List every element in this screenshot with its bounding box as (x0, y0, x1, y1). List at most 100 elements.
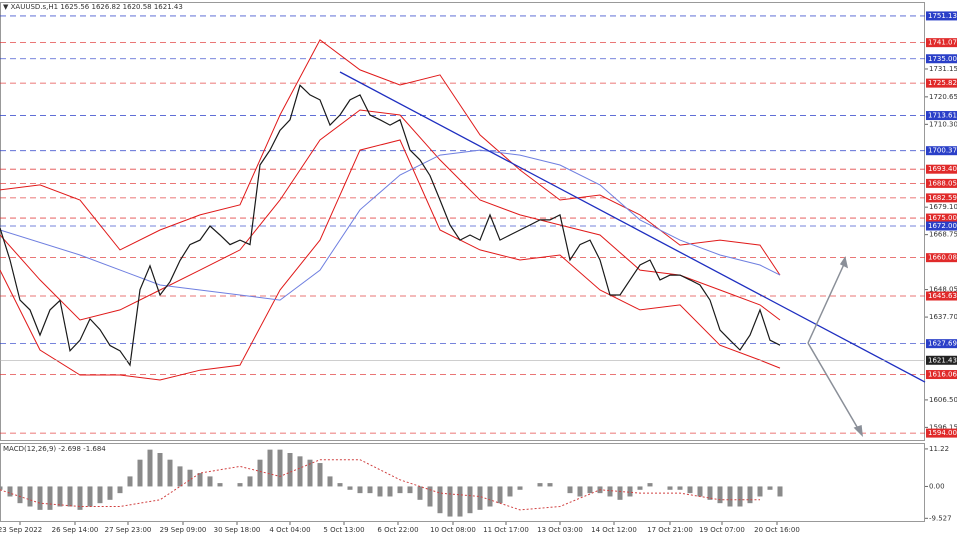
histogram-bar (767, 486, 773, 490)
level-label: 1616.06 (928, 371, 957, 379)
line-series (339, 71, 926, 383)
arrow-head (853, 424, 863, 438)
histogram-bar (377, 486, 383, 497)
histogram-bar (327, 476, 333, 487)
histogram-bar (697, 486, 703, 497)
histogram-bar (247, 476, 253, 487)
level-label: 1645.63 (928, 292, 957, 300)
histogram-bar (277, 449, 283, 487)
level-label: 1735.00 (928, 55, 957, 63)
histogram-bar (47, 486, 53, 510)
y-tick-label: 1679.10 (929, 203, 957, 211)
histogram-bar (127, 476, 133, 487)
histogram-bar (467, 486, 473, 514)
line-series (0, 39, 781, 276)
histogram-bar (7, 486, 13, 497)
level-label-box (926, 193, 957, 203)
level-label: 1751.13 (928, 12, 957, 20)
histogram-bar (107, 486, 113, 500)
histogram-bar (297, 456, 303, 487)
histogram-bar (137, 459, 143, 487)
y-tick-label: -9.527 (929, 514, 952, 522)
level-label: 1675.00 (928, 214, 957, 222)
level-label: 1713.61 (928, 112, 957, 120)
y-tick-label: 11.22 (929, 445, 949, 453)
y-tick-label: 1731.15 (929, 65, 957, 73)
histogram-bar (147, 449, 153, 487)
line-series (0, 84, 781, 367)
histogram-bar (337, 483, 343, 487)
histogram-bar (257, 459, 263, 487)
level-label-box (926, 370, 957, 380)
histogram-bar (537, 483, 543, 487)
histogram-bar (607, 486, 613, 497)
histogram-bar (547, 483, 553, 487)
level-label-box (926, 38, 957, 48)
histogram-bar (117, 486, 123, 494)
histogram-bar (197, 473, 203, 487)
histogram-bar (487, 486, 493, 507)
x-tick-label: 19 Oct 07:00 (699, 526, 745, 534)
arrow-up (807, 261, 846, 344)
x-tick-label: 23 Sep 2022 (0, 526, 42, 534)
level-label-box (926, 54, 957, 64)
line-series (0, 149, 781, 301)
histogram-bar (417, 486, 423, 500)
level-label-box (926, 253, 957, 263)
y-tick-label: 1606.50 (929, 396, 957, 404)
line-series (0, 459, 760, 511)
x-tick-label: 11 Oct 17:00 (483, 526, 529, 534)
macd-title: MACD(12,26,9) -2.698 -1.684 (3, 445, 106, 453)
level-label: 1688.05 (928, 179, 957, 187)
level-label: 1594.00 (928, 429, 957, 437)
y-tick-label: 1720.65 (929, 93, 957, 101)
histogram-bar (57, 486, 63, 507)
level-label: 1725.82 (928, 79, 957, 87)
histogram-bar (87, 486, 93, 507)
arrow-head (839, 256, 849, 269)
x-tick-label: 26 Sep 14:00 (52, 526, 99, 534)
histogram-bar (747, 486, 753, 504)
x-tick-label: 14 Oct 12:00 (591, 526, 637, 534)
histogram-bar (477, 486, 483, 510)
histogram-bar (627, 486, 633, 497)
y-tick-label: 1596.15 (929, 423, 957, 431)
level-label: 1700.37 (928, 147, 957, 155)
histogram-bar (307, 459, 313, 487)
chart-title: ▼ XAUUSD.s,H1 1625.56 1626.82 1620.58 16… (3, 3, 183, 11)
histogram-bar (207, 476, 213, 487)
histogram-bar (587, 486, 593, 494)
histogram-bar (67, 486, 73, 507)
level-label-box (926, 111, 957, 121)
level-label-box (926, 164, 957, 174)
x-tick-label: 27 Sep 23:00 (105, 526, 152, 534)
histogram-bar (727, 486, 733, 507)
y-tick-label: 1648.05 (929, 286, 957, 294)
histogram-bar (637, 486, 643, 490)
histogram-bar (367, 486, 373, 494)
level-label-box (926, 78, 957, 88)
x-tick-label: 6 Oct 22:00 (377, 526, 418, 534)
histogram-bar (347, 486, 353, 490)
histogram-bar (167, 459, 173, 487)
histogram-bar (717, 486, 723, 504)
histogram-bar (97, 486, 103, 504)
level-label-box (926, 11, 957, 21)
level-label-box (926, 428, 957, 438)
level-label: 1660.08 (928, 254, 957, 262)
level-label: 1693.40 (928, 165, 957, 173)
level-label-box (926, 146, 957, 156)
histogram-bar (77, 486, 83, 510)
histogram-bar (217, 483, 223, 487)
histogram-bar (387, 486, 393, 497)
histogram-bar (27, 486, 33, 507)
histogram-bar (17, 486, 23, 504)
x-tick-label: 13 Oct 03:00 (537, 526, 583, 534)
level-label: 1627.69 (928, 340, 957, 348)
level-label-box (926, 178, 957, 188)
x-tick-label: 29 Sep 09:00 (160, 526, 207, 534)
histogram-bar (37, 486, 43, 510)
x-tick-label: 17 Oct 21:00 (647, 526, 693, 534)
histogram-bar (497, 486, 503, 504)
